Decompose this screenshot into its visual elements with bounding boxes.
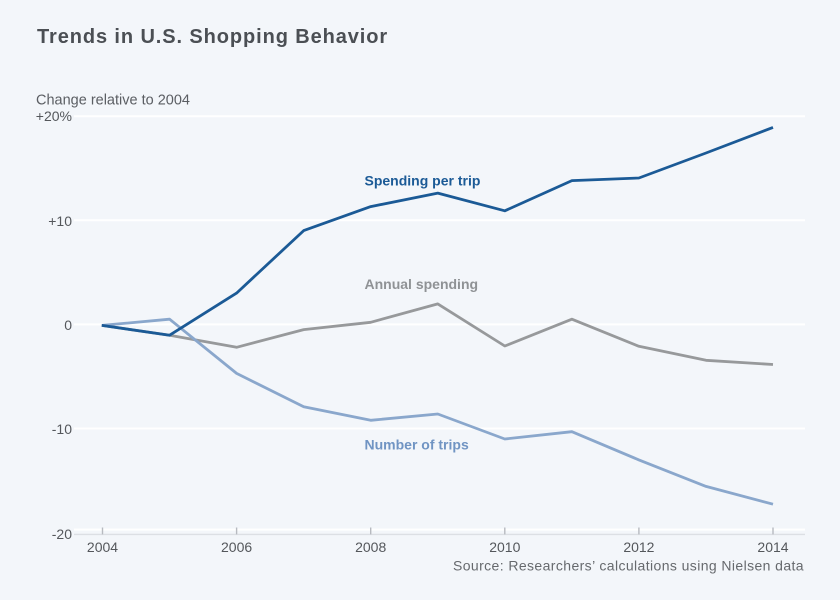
svg-text:2008: 2008 [355, 539, 386, 555]
svg-text:2006: 2006 [221, 539, 252, 555]
svg-text:Source: Researchers’ calculati: Source: Researchers’ calculations using … [453, 557, 804, 573]
svg-text:0: 0 [64, 317, 72, 333]
svg-text:2014: 2014 [757, 539, 788, 555]
svg-text:+20%: +20% [36, 108, 72, 124]
svg-text:2010: 2010 [489, 539, 520, 555]
svg-text:+10: +10 [48, 213, 72, 229]
svg-text:-20: -20 [52, 526, 72, 542]
svg-text:2012: 2012 [623, 539, 654, 555]
svg-text:-10: -10 [52, 421, 72, 437]
svg-text:Change relative to 2004: Change relative to 2004 [36, 92, 190, 108]
svg-text:Trends in U.S. Shopping Behavi: Trends in U.S. Shopping Behavior [37, 26, 388, 48]
svg-text:2004: 2004 [87, 539, 118, 555]
svg-text:Number of trips: Number of trips [365, 437, 469, 453]
svg-text:Annual spending: Annual spending [365, 276, 479, 292]
svg-text:Spending per trip: Spending per trip [365, 173, 481, 189]
